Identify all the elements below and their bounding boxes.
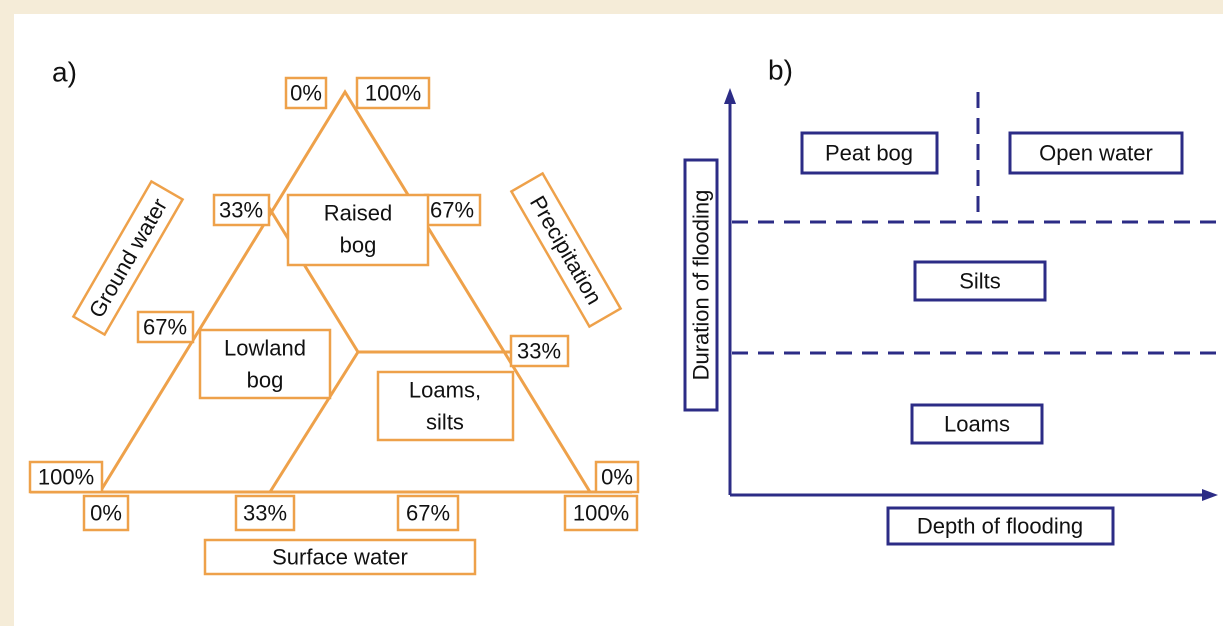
label-box [284, 76, 328, 110]
label-box [234, 494, 296, 532]
percent-label: 0% [290, 81, 322, 106]
percent-label: 0% [90, 501, 122, 526]
percent-label: 0% [601, 465, 633, 490]
panel-label: a) [52, 57, 77, 88]
panel-label: b) [768, 55, 793, 86]
label-box [396, 494, 460, 532]
percent-label: 33% [517, 339, 561, 364]
label-box [563, 494, 639, 532]
percent-label: 100% [573, 501, 629, 526]
label-box [71, 179, 185, 337]
label-box [82, 494, 130, 532]
zone-box [376, 370, 515, 442]
zone-label: Silts [959, 269, 1001, 294]
zone-box [913, 260, 1047, 302]
zone-line [268, 351, 360, 493]
zone-label: Loams, [409, 378, 481, 403]
zone-box [286, 193, 430, 267]
label-box [509, 171, 623, 329]
zone-label: silts [426, 410, 464, 435]
percent-label: 67% [143, 315, 187, 340]
axis-label: Surface water [272, 545, 408, 570]
axis-label: Depth of flooding [917, 514, 1083, 539]
label-box [594, 460, 640, 494]
label-box [355, 76, 431, 110]
zone-label: Peat bog [825, 141, 913, 166]
zone-label: bog [340, 233, 377, 258]
axis-label-box [886, 506, 1115, 546]
percent-label: 100% [365, 81, 421, 106]
label-box [509, 334, 570, 368]
label-box [136, 310, 195, 344]
zone-box [800, 131, 939, 175]
zone-label: Open water [1039, 141, 1153, 166]
percent-label: 100% [38, 465, 94, 490]
percent-label: 67% [430, 198, 474, 223]
arrow-head [724, 88, 736, 104]
label-box [423, 193, 482, 227]
panel-b: b) Peat bog Open water Silts Loams Durat… [683, 55, 1220, 546]
zone-box [198, 328, 332, 400]
zone-label: bog [247, 368, 284, 393]
percent-label: 67% [406, 501, 450, 526]
percent-label: 33% [243, 501, 287, 526]
label-box [212, 193, 271, 227]
zone-label: Raised [324, 201, 392, 226]
arrow-head [1202, 489, 1218, 501]
zone-label: Loams [944, 412, 1010, 437]
label-box [28, 460, 104, 494]
zone-label: Lowland [224, 336, 306, 361]
label-box [203, 538, 477, 576]
percent-label: 33% [219, 198, 263, 223]
axis-label-box [683, 158, 719, 412]
zone-box [910, 403, 1044, 445]
axis-label: Duration of flooding [689, 190, 714, 381]
zone-box [1008, 131, 1184, 175]
